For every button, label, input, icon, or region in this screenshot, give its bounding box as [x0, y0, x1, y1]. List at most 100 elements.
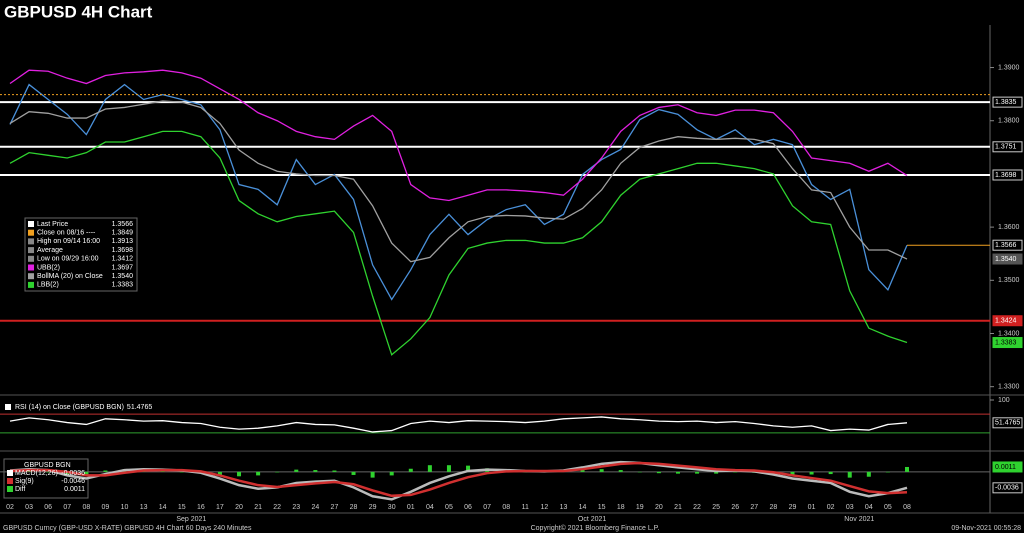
legend-label: LBB(2)	[37, 282, 59, 289]
bar	[790, 471, 795, 475]
x-tick-label: 29	[789, 504, 797, 511]
x-tick-label: 27	[750, 504, 758, 511]
x-tick-label: 07	[483, 504, 491, 511]
bar	[580, 470, 585, 472]
footer-source: GBPUSD Curncy (GBP-USD X-RATE) GBPUSD 4H…	[3, 525, 252, 532]
legend-value: 1.3383	[112, 282, 134, 289]
month-label: Nov 2021	[844, 516, 874, 523]
series-line	[9, 461, 908, 498]
bar	[599, 469, 604, 472]
x-tick-label: 11	[522, 504, 529, 511]
legend-label: High on 09/14 16:00	[37, 238, 100, 245]
x-tick-label: 13	[140, 504, 148, 511]
x-tick-label: 24	[311, 504, 319, 511]
last-value-label-box	[992, 337, 1023, 349]
month-label: Sep 2021	[176, 516, 206, 523]
bar	[237, 471, 242, 477]
x-tick-label: 28	[770, 504, 778, 511]
bar	[866, 471, 871, 477]
bar	[733, 471, 738, 473]
x-tick-label: 18	[617, 504, 625, 511]
bar	[885, 471, 890, 473]
series-line	[9, 83, 908, 301]
y-tick-label: 1.3800	[998, 118, 1020, 125]
x-tick-label: 04	[865, 504, 873, 511]
legend-value: 1.3412	[112, 256, 134, 263]
bar	[103, 470, 108, 472]
legend-swatch	[28, 281, 34, 288]
bar	[389, 471, 394, 476]
legend-value: 1.3697	[112, 264, 134, 271]
legend-swatch	[28, 229, 34, 236]
x-tick-label: 02	[827, 504, 835, 511]
x-tick-label: 14	[579, 504, 587, 511]
x-tick-label: 06	[464, 504, 472, 511]
bar	[275, 471, 280, 473]
level-label-box	[992, 169, 1023, 181]
x-tick-label: 19	[636, 504, 644, 511]
bar	[27, 470, 32, 472]
last-value-label-box	[992, 253, 1023, 265]
macd-last-label: -0.0036	[995, 485, 1019, 492]
y-tick-label: 100	[998, 397, 1010, 404]
bar	[618, 470, 623, 472]
x-tick-label: 01	[407, 504, 415, 511]
bar	[370, 471, 375, 478]
x-tick-label: 28	[350, 504, 358, 511]
level-label: 1.3424	[995, 318, 1017, 325]
macd-last-label-box	[992, 461, 1023, 473]
x-tick-label: 15	[178, 504, 186, 511]
x-tick-label: 06	[44, 504, 52, 511]
level-label: 1.3751	[995, 144, 1017, 151]
x-tick-label: 04	[426, 504, 434, 511]
bar	[809, 471, 814, 475]
x-tick-label: 16	[197, 504, 205, 511]
last-value-label: 1.3566	[995, 242, 1017, 249]
bar	[84, 471, 89, 475]
bar	[65, 471, 70, 476]
level-label-box	[992, 141, 1023, 153]
y-tick-label: 1.3400	[998, 330, 1020, 337]
legend-value: -0.0046	[61, 478, 85, 485]
x-tick-label: 12	[540, 504, 548, 511]
rsi-title: RSI (14) on Close (GBPUSD BGN)	[15, 404, 124, 411]
bar	[408, 468, 413, 472]
bar	[351, 471, 356, 475]
legend-label: Diff	[15, 486, 25, 493]
legend-label: MACD(12,26)	[15, 470, 58, 477]
legend-label: Sig(9)	[15, 478, 34, 485]
level-label: 1.3698	[995, 172, 1017, 179]
legend-label: UBB(2)	[37, 264, 60, 271]
x-tick-label: 22	[273, 504, 281, 511]
macd-last-label-box	[992, 482, 1023, 494]
x-tick-label: 01	[808, 504, 816, 511]
x-tick-label: 09	[102, 504, 110, 511]
legend-swatch	[28, 273, 34, 280]
y-tick-label: 1.3300	[998, 384, 1020, 391]
bar	[294, 469, 299, 472]
legend-box	[24, 217, 138, 292]
bar	[217, 471, 222, 475]
rsi-last-label-box	[992, 417, 1023, 429]
last-value-label-box	[992, 239, 1023, 251]
x-tick-label: 20	[235, 504, 243, 511]
y-tick-label: 1.3500	[998, 277, 1020, 284]
legend-swatch	[28, 238, 34, 245]
legend-value: 1.3913	[112, 238, 134, 245]
x-tick-label: 08	[82, 504, 90, 511]
legend-label: BollMA (20) on Close	[37, 273, 103, 280]
legend-label: Low on 09/29 16:00	[37, 256, 99, 263]
macd-title: GBPUSD BGN	[24, 462, 71, 469]
bar	[332, 470, 337, 472]
x-tick-label: 22	[693, 504, 701, 511]
series-line	[9, 69, 908, 202]
legend-label: Last Price	[37, 221, 68, 228]
rsi-value: 51.4765	[127, 404, 152, 411]
x-tick-label: 30	[388, 504, 396, 511]
footer-copyright: Copyright© 2021 Bloomberg Finance L.P.	[531, 524, 660, 532]
legend-swatch	[28, 221, 34, 227]
x-tick-label: 20	[655, 504, 663, 511]
macd-last-label: 0.0011	[995, 464, 1016, 471]
